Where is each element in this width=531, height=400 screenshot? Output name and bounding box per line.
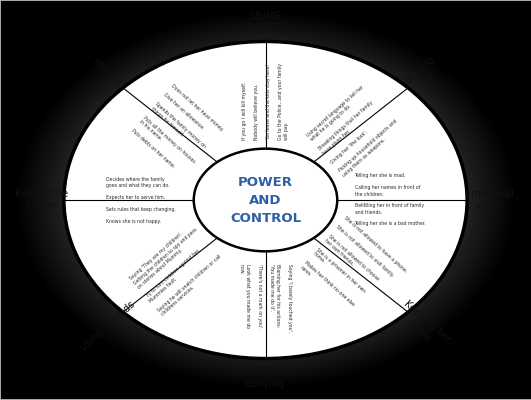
- Text: POWER
AND
CONTROL: POWER AND CONTROL: [230, 176, 301, 224]
- Text: Saying 'They are my children'.
Getting the children to spy and pass
on stories a: Saying 'They are my children'. Getting t…: [129, 222, 226, 317]
- Text: Emotional
abuse: Emotional abuse: [465, 189, 514, 211]
- Text: Saying 'I barely touched you'.

Blaming her for his actions-
'You made me do it': Saying 'I barely touched you'. Blaming h…: [239, 264, 292, 332]
- Text: Telling her she is mad.

Calling her names in front of
the children.

Belittling: Telling her she is mad. Calling her name…: [355, 174, 426, 226]
- Text: Does not let her have money.

Give her an allowance.

Spends the family money on: Does not let her have money. Give her an…: [130, 84, 224, 178]
- Text: Blaming and
denying: Blaming and denying: [235, 367, 296, 389]
- Text: Using secret language to tell her
what he is going to do.

Breaking things that : Using secret language to tell her what h…: [306, 83, 402, 178]
- Text: Scaring
Her: Scaring Her: [403, 54, 444, 94]
- Text: MONEY: MONEY: [91, 58, 124, 90]
- Text: Keeping her
alone: Keeping her alone: [395, 298, 453, 354]
- Text: King of the
Castle: King of the Castle: [15, 189, 68, 211]
- Text: If you go I will kill myself.

Nobody will believe you.

You leave and the kids : If you go I will kill myself. Nobody wil…: [242, 63, 289, 140]
- Text: She is not allowed to have a phone.

She is not allowed to visit family.

She is: She is not allowed to have a phone. She …: [299, 216, 408, 324]
- Text: USING
THREATS: USING THREATS: [243, 11, 288, 33]
- Ellipse shape: [64, 42, 467, 358]
- Ellipse shape: [194, 149, 337, 251]
- Text: Using the kids: Using the kids: [78, 299, 136, 353]
- Text: Decides where the family
goes and what they can do.

Expects her to serve him.

: Decides where the family goes and what t…: [106, 176, 175, 224]
